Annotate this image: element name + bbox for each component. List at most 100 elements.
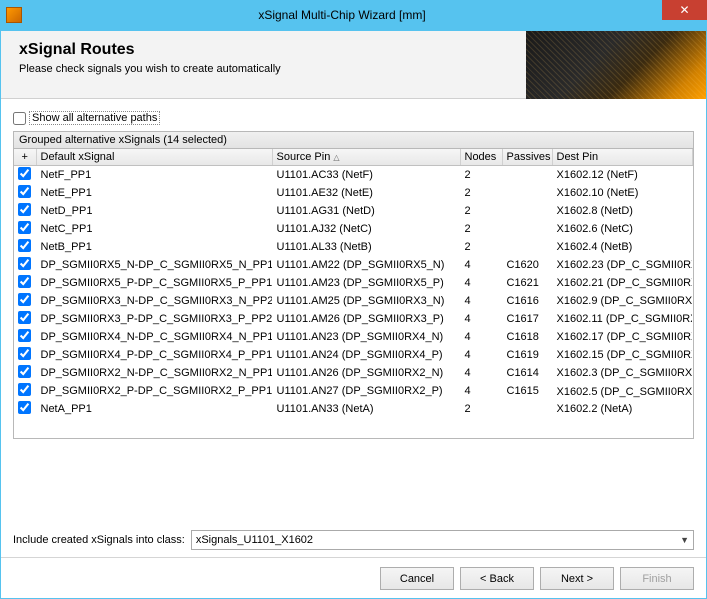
cell-nodes: 4 bbox=[460, 364, 502, 382]
row-checkbox[interactable] bbox=[18, 311, 31, 324]
sort-indicator-icon: △ bbox=[333, 153, 339, 162]
class-label: Include created xSignals into class: bbox=[13, 534, 185, 546]
cell-default-xsignal: DP_SGMII0RX2_N-DP_C_SGMII0RX2_N_PP1 bbox=[36, 364, 272, 382]
cell-passives: C1619 bbox=[502, 346, 552, 364]
table-row[interactable]: DP_SGMII0RX2_P-DP_C_SGMII0RX2_P_PP1U1101… bbox=[14, 382, 693, 400]
cell-default-xsignal: DP_SGMII0RX5_N-DP_C_SGMII0RX5_N_PP1 bbox=[36, 256, 272, 274]
app-icon bbox=[6, 7, 22, 23]
row-checkbox[interactable] bbox=[18, 329, 31, 342]
cell-source-pin: U1101.AM23 (DP_SGMII0RX5_P) bbox=[272, 274, 460, 292]
row-checkbox[interactable] bbox=[18, 257, 31, 270]
cell-default-xsignal: NetB_PP1 bbox=[36, 238, 272, 256]
row-checkbox[interactable] bbox=[18, 365, 31, 378]
cell-passives: C1621 bbox=[502, 274, 552, 292]
col-check[interactable]: + bbox=[14, 149, 36, 166]
wizard-header: xSignal Routes Please check signals you … bbox=[1, 31, 706, 99]
header-graphic bbox=[526, 31, 706, 99]
next-button[interactable]: Next > bbox=[540, 567, 614, 590]
cell-source-pin: U1101.AM25 (DP_SGMII0RX3_N) bbox=[272, 292, 460, 310]
col-nodes[interactable]: Nodes bbox=[460, 149, 502, 166]
row-checkbox[interactable] bbox=[18, 383, 31, 396]
cell-source-pin: U1101.AM22 (DP_SGMII0RX5_N) bbox=[272, 256, 460, 274]
cell-passives: C1618 bbox=[502, 328, 552, 346]
cell-default-xsignal: DP_SGMII0RX3_P-DP_C_SGMII0RX3_P_PP2 bbox=[36, 310, 272, 328]
cell-nodes: 4 bbox=[460, 256, 502, 274]
table-row[interactable]: DP_SGMII0RX5_P-DP_C_SGMII0RX5_P_PP1U1101… bbox=[14, 274, 693, 292]
cell-nodes: 4 bbox=[460, 310, 502, 328]
close-button[interactable]: ✕ bbox=[662, 0, 707, 20]
cell-dest-pin: X1602.11 (DP_C_SGMII0RX3_P) bbox=[552, 310, 693, 328]
table-row[interactable]: DP_SGMII0RX4_P-DP_C_SGMII0RX4_P_PP1U1101… bbox=[14, 346, 693, 364]
cell-source-pin: U1101.AM26 (DP_SGMII0RX3_P) bbox=[272, 310, 460, 328]
col-dest-pin[interactable]: Dest Pin bbox=[552, 149, 693, 166]
row-checkbox[interactable] bbox=[18, 221, 31, 234]
table-row[interactable]: DP_SGMII0RX3_N-DP_C_SGMII0RX3_N_PP2U1101… bbox=[14, 292, 693, 310]
back-button[interactable]: < Back bbox=[460, 567, 534, 590]
dropdown-arrow-icon: ▼ bbox=[680, 535, 689, 545]
cell-source-pin: U1101.AJ32 (NetC) bbox=[272, 220, 460, 238]
cell-dest-pin: X1602.15 (DP_C_SGMII0RX4_P) bbox=[552, 346, 693, 364]
cell-nodes: 2 bbox=[460, 400, 502, 418]
cell-source-pin: U1101.AC33 (NetF) bbox=[272, 166, 460, 185]
cell-source-pin: U1101.AL33 (NetB) bbox=[272, 238, 460, 256]
table-row[interactable]: NetF_PP1U1101.AC33 (NetF)2X1602.12 (NetF… bbox=[14, 166, 693, 185]
table-row[interactable]: DP_SGMII0RX4_N-DP_C_SGMII0RX4_N_PP1U1101… bbox=[14, 328, 693, 346]
table-row[interactable]: NetE_PP1U1101.AE32 (NetE)2X1602.10 (NetE… bbox=[14, 184, 693, 202]
cell-passives bbox=[502, 400, 552, 418]
cancel-button[interactable]: Cancel bbox=[380, 567, 454, 590]
cell-source-pin: U1101.AN23 (DP_SGMII0RX4_N) bbox=[272, 328, 460, 346]
cell-passives: C1620 bbox=[502, 256, 552, 274]
table-row[interactable]: DP_SGMII0RX5_N-DP_C_SGMII0RX5_N_PP1U1101… bbox=[14, 256, 693, 274]
cell-source-pin: U1101.AG31 (NetD) bbox=[272, 202, 460, 220]
show-all-paths-label[interactable]: Show all alternative paths bbox=[29, 111, 160, 125]
cell-default-xsignal: NetD_PP1 bbox=[36, 202, 272, 220]
cell-default-xsignal: NetC_PP1 bbox=[36, 220, 272, 238]
col-passives[interactable]: Passives bbox=[502, 149, 552, 166]
cell-dest-pin: X1602.6 (NetC) bbox=[552, 220, 693, 238]
table-row[interactable]: NetD_PP1U1101.AG31 (NetD)2 X1602.8 (NetD) bbox=[14, 202, 693, 220]
cell-dest-pin: X1602.3 (DP_C_SGMII0RX2_N) bbox=[552, 364, 693, 382]
table-row[interactable]: DP_SGMII0RX3_P-DP_C_SGMII0RX3_P_PP2U1101… bbox=[14, 310, 693, 328]
cell-dest-pin: X1602.23 (DP_C_SGMII0RX5_N) bbox=[552, 256, 693, 274]
row-checkbox[interactable] bbox=[18, 347, 31, 360]
page-subtitle: Please check signals you wish to create … bbox=[19, 63, 526, 75]
xsignals-table: + Default xSignal Source Pin△ Nodes Pass… bbox=[13, 149, 694, 439]
cell-passives bbox=[502, 184, 552, 202]
row-checkbox[interactable] bbox=[18, 203, 31, 216]
cell-default-xsignal: DP_SGMII0RX4_N-DP_C_SGMII0RX4_N_PP1 bbox=[36, 328, 272, 346]
table-row[interactable]: NetB_PP1U1101.AL33 (NetB)2X1602.4 (NetB) bbox=[14, 238, 693, 256]
row-checkbox[interactable] bbox=[18, 185, 31, 198]
finish-button: Finish bbox=[620, 567, 694, 590]
row-checkbox[interactable] bbox=[18, 239, 31, 252]
cell-dest-pin: X1602.10 (NetE) bbox=[552, 184, 693, 202]
cell-nodes: 4 bbox=[460, 382, 502, 400]
col-default-xsignal[interactable]: Default xSignal bbox=[36, 149, 272, 166]
table-row[interactable]: NetA_PP1U1101.AN33 (NetA)2X1602.2 (NetA) bbox=[14, 400, 693, 418]
cell-source-pin: U1101.AN33 (NetA) bbox=[272, 400, 460, 418]
cell-nodes: 2 bbox=[460, 202, 502, 220]
row-checkbox[interactable] bbox=[18, 275, 31, 288]
class-select[interactable]: xSignals_U1101_X1602 ▼ bbox=[191, 530, 694, 550]
cell-dest-pin: X1602.5 (DP_C_SGMII0RX… ▾ bbox=[552, 382, 693, 400]
cell-default-xsignal: NetA_PP1 bbox=[36, 400, 272, 418]
separator bbox=[1, 557, 706, 558]
cell-nodes: 2 bbox=[460, 184, 502, 202]
titlebar: xSignal Multi-Chip Wizard [mm] ✕ bbox=[0, 0, 707, 30]
cell-dest-pin: X1602.12 (NetF) bbox=[552, 166, 693, 185]
cell-dest-pin: X1602.21 (DP_C_SGMII0RX5_P) bbox=[552, 274, 693, 292]
cell-nodes: 4 bbox=[460, 274, 502, 292]
row-checkbox[interactable] bbox=[18, 401, 31, 414]
group-header: Grouped alternative xSignals (14 selecte… bbox=[13, 131, 694, 149]
cell-passives bbox=[502, 238, 552, 256]
row-checkbox[interactable] bbox=[18, 293, 31, 306]
row-checkbox[interactable] bbox=[18, 167, 31, 180]
table-row[interactable]: DP_SGMII0RX2_N-DP_C_SGMII0RX2_N_PP1U1101… bbox=[14, 364, 693, 382]
show-all-paths-checkbox[interactable] bbox=[13, 112, 26, 125]
cell-source-pin: U1101.AE32 (NetE) bbox=[272, 184, 460, 202]
cell-dest-pin: X1602.8 (NetD) bbox=[552, 202, 693, 220]
col-source-pin[interactable]: Source Pin△ bbox=[272, 149, 460, 166]
cell-default-xsignal: DP_SGMII0RX2_P-DP_C_SGMII0RX2_P_PP1 bbox=[36, 382, 272, 400]
cell-passives: C1614 bbox=[502, 364, 552, 382]
cell-default-xsignal: DP_SGMII0RX3_N-DP_C_SGMII0RX3_N_PP2 bbox=[36, 292, 272, 310]
table-row[interactable]: NetC_PP1U1101.AJ32 (NetC)2X1602.6 (NetC) bbox=[14, 220, 693, 238]
